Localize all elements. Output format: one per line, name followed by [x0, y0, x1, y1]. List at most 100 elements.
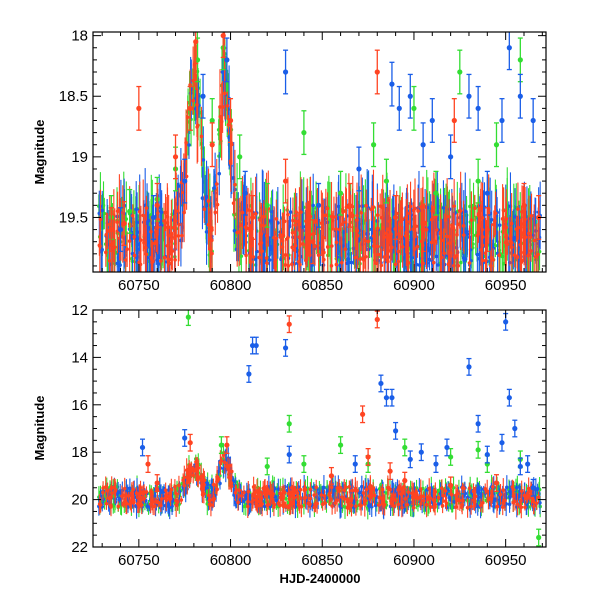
top-band-point: [188, 83, 192, 87]
top-band-point: [290, 245, 295, 250]
top-band-point: [222, 91, 227, 96]
top-band-point: [162, 219, 166, 223]
top-blue-point: [282, 69, 289, 75]
top-data-layer: [97, 32, 542, 272]
top-band-point: [210, 238, 214, 243]
top-band-point: [274, 236, 279, 241]
bottom-band-point: [229, 469, 234, 474]
top-green-point: [209, 117, 215, 124]
bottom-band-point: [431, 498, 436, 502]
top-band-point: [208, 247, 213, 251]
top-band-point: [299, 210, 303, 214]
bottom-dense-band: [97, 443, 542, 520]
bottom-band-point: [408, 495, 412, 499]
bottom-band-point: [478, 503, 483, 508]
top-band-point: [515, 254, 520, 259]
top-band-point: [388, 218, 392, 223]
top-band-point: [195, 102, 199, 107]
top-band-point: [325, 206, 330, 211]
bottom-band-point: [159, 489, 163, 493]
top-band-point: [350, 213, 355, 218]
top-band-point: [469, 218, 474, 222]
top-band-point: [385, 227, 390, 232]
top-band-point: [324, 213, 328, 218]
top-band-point: [436, 263, 440, 267]
bottom-band-point: [152, 494, 157, 498]
bottom-band-point: [340, 495, 344, 499]
top-band-point: [398, 226, 403, 230]
top-band-point: [307, 221, 312, 225]
top-band-point: [180, 233, 184, 238]
top-red-point: [108, 226, 114, 233]
top-band-point: [339, 260, 344, 265]
top-band-point: [332, 215, 336, 219]
top-band-point: [107, 258, 112, 263]
top-red-point: [172, 154, 179, 160]
top-band-point: [176, 234, 181, 238]
top-red-point: [121, 220, 127, 227]
bottom-band-point: [507, 494, 512, 499]
top-band-point: [286, 263, 291, 268]
top-blue-point: [224, 57, 230, 63]
top-band-point: [218, 105, 222, 109]
top-red-point: [249, 214, 256, 221]
top-band-point: [405, 254, 410, 259]
top-band-point: [379, 263, 384, 268]
top-band-point: [304, 246, 309, 251]
top-band-point: [465, 232, 470, 237]
top-blue-point: [389, 81, 395, 87]
top-band-point: [516, 225, 521, 230]
top-band-point: [447, 241, 452, 246]
bottom-band-point: [479, 492, 484, 497]
bottom-band-point: [476, 489, 480, 493]
top-band-point: [438, 232, 443, 236]
top-band-point: [200, 196, 205, 200]
top-band-point: [452, 204, 456, 208]
top-red-point: [393, 214, 399, 221]
top-band-point: [231, 201, 236, 205]
top-blue-point: [420, 142, 426, 148]
bottom-band-point: [177, 483, 181, 488]
top-band-point: [329, 263, 334, 268]
top-band-point: [489, 256, 494, 260]
top-band-point: [443, 217, 448, 222]
top-green-point: [457, 69, 463, 75]
top-blue-point: [117, 226, 124, 233]
top-band-point: [185, 115, 190, 120]
top-band-point: [431, 260, 436, 265]
bottom-band-point: [491, 485, 495, 489]
top-band-point: [278, 233, 283, 237]
top-band-point: [497, 223, 502, 227]
top-band-point: [281, 233, 286, 238]
top-blue-point: [150, 214, 157, 221]
bottom-band-point: [284, 496, 288, 501]
bottom-band-point: [319, 493, 324, 497]
top-band-point: [463, 209, 468, 214]
top-band-point: [100, 247, 104, 252]
bottom-band-point: [498, 492, 503, 497]
top-xtick-label: 60900: [393, 277, 435, 294]
top-band-point: [303, 258, 308, 263]
top-band-point: [141, 213, 146, 218]
bottom-band-point: [465, 495, 470, 500]
top-band-point: [456, 222, 460, 227]
top-band-point: [339, 222, 343, 227]
top-band-point: [292, 248, 297, 252]
top-band-point: [264, 256, 269, 260]
top-green-point: [517, 57, 523, 63]
bottom-band-point: [419, 501, 423, 506]
top-blue-point: [407, 93, 413, 99]
top-band-point: [172, 235, 177, 240]
top-band-point: [260, 249, 264, 254]
bottom-band-point: [209, 503, 213, 507]
bottom-band-point: [515, 502, 520, 507]
top-green-point: [383, 178, 390, 184]
top-band-point: [98, 244, 102, 248]
bottom-band-point: [437, 502, 441, 506]
bottom-band-point: [363, 498, 368, 503]
top-band-point: [165, 225, 170, 230]
top-blue-point: [356, 166, 362, 172]
top-green-point: [237, 154, 243, 160]
top-band-point: [104, 232, 109, 237]
top-blue-point: [182, 178, 188, 184]
